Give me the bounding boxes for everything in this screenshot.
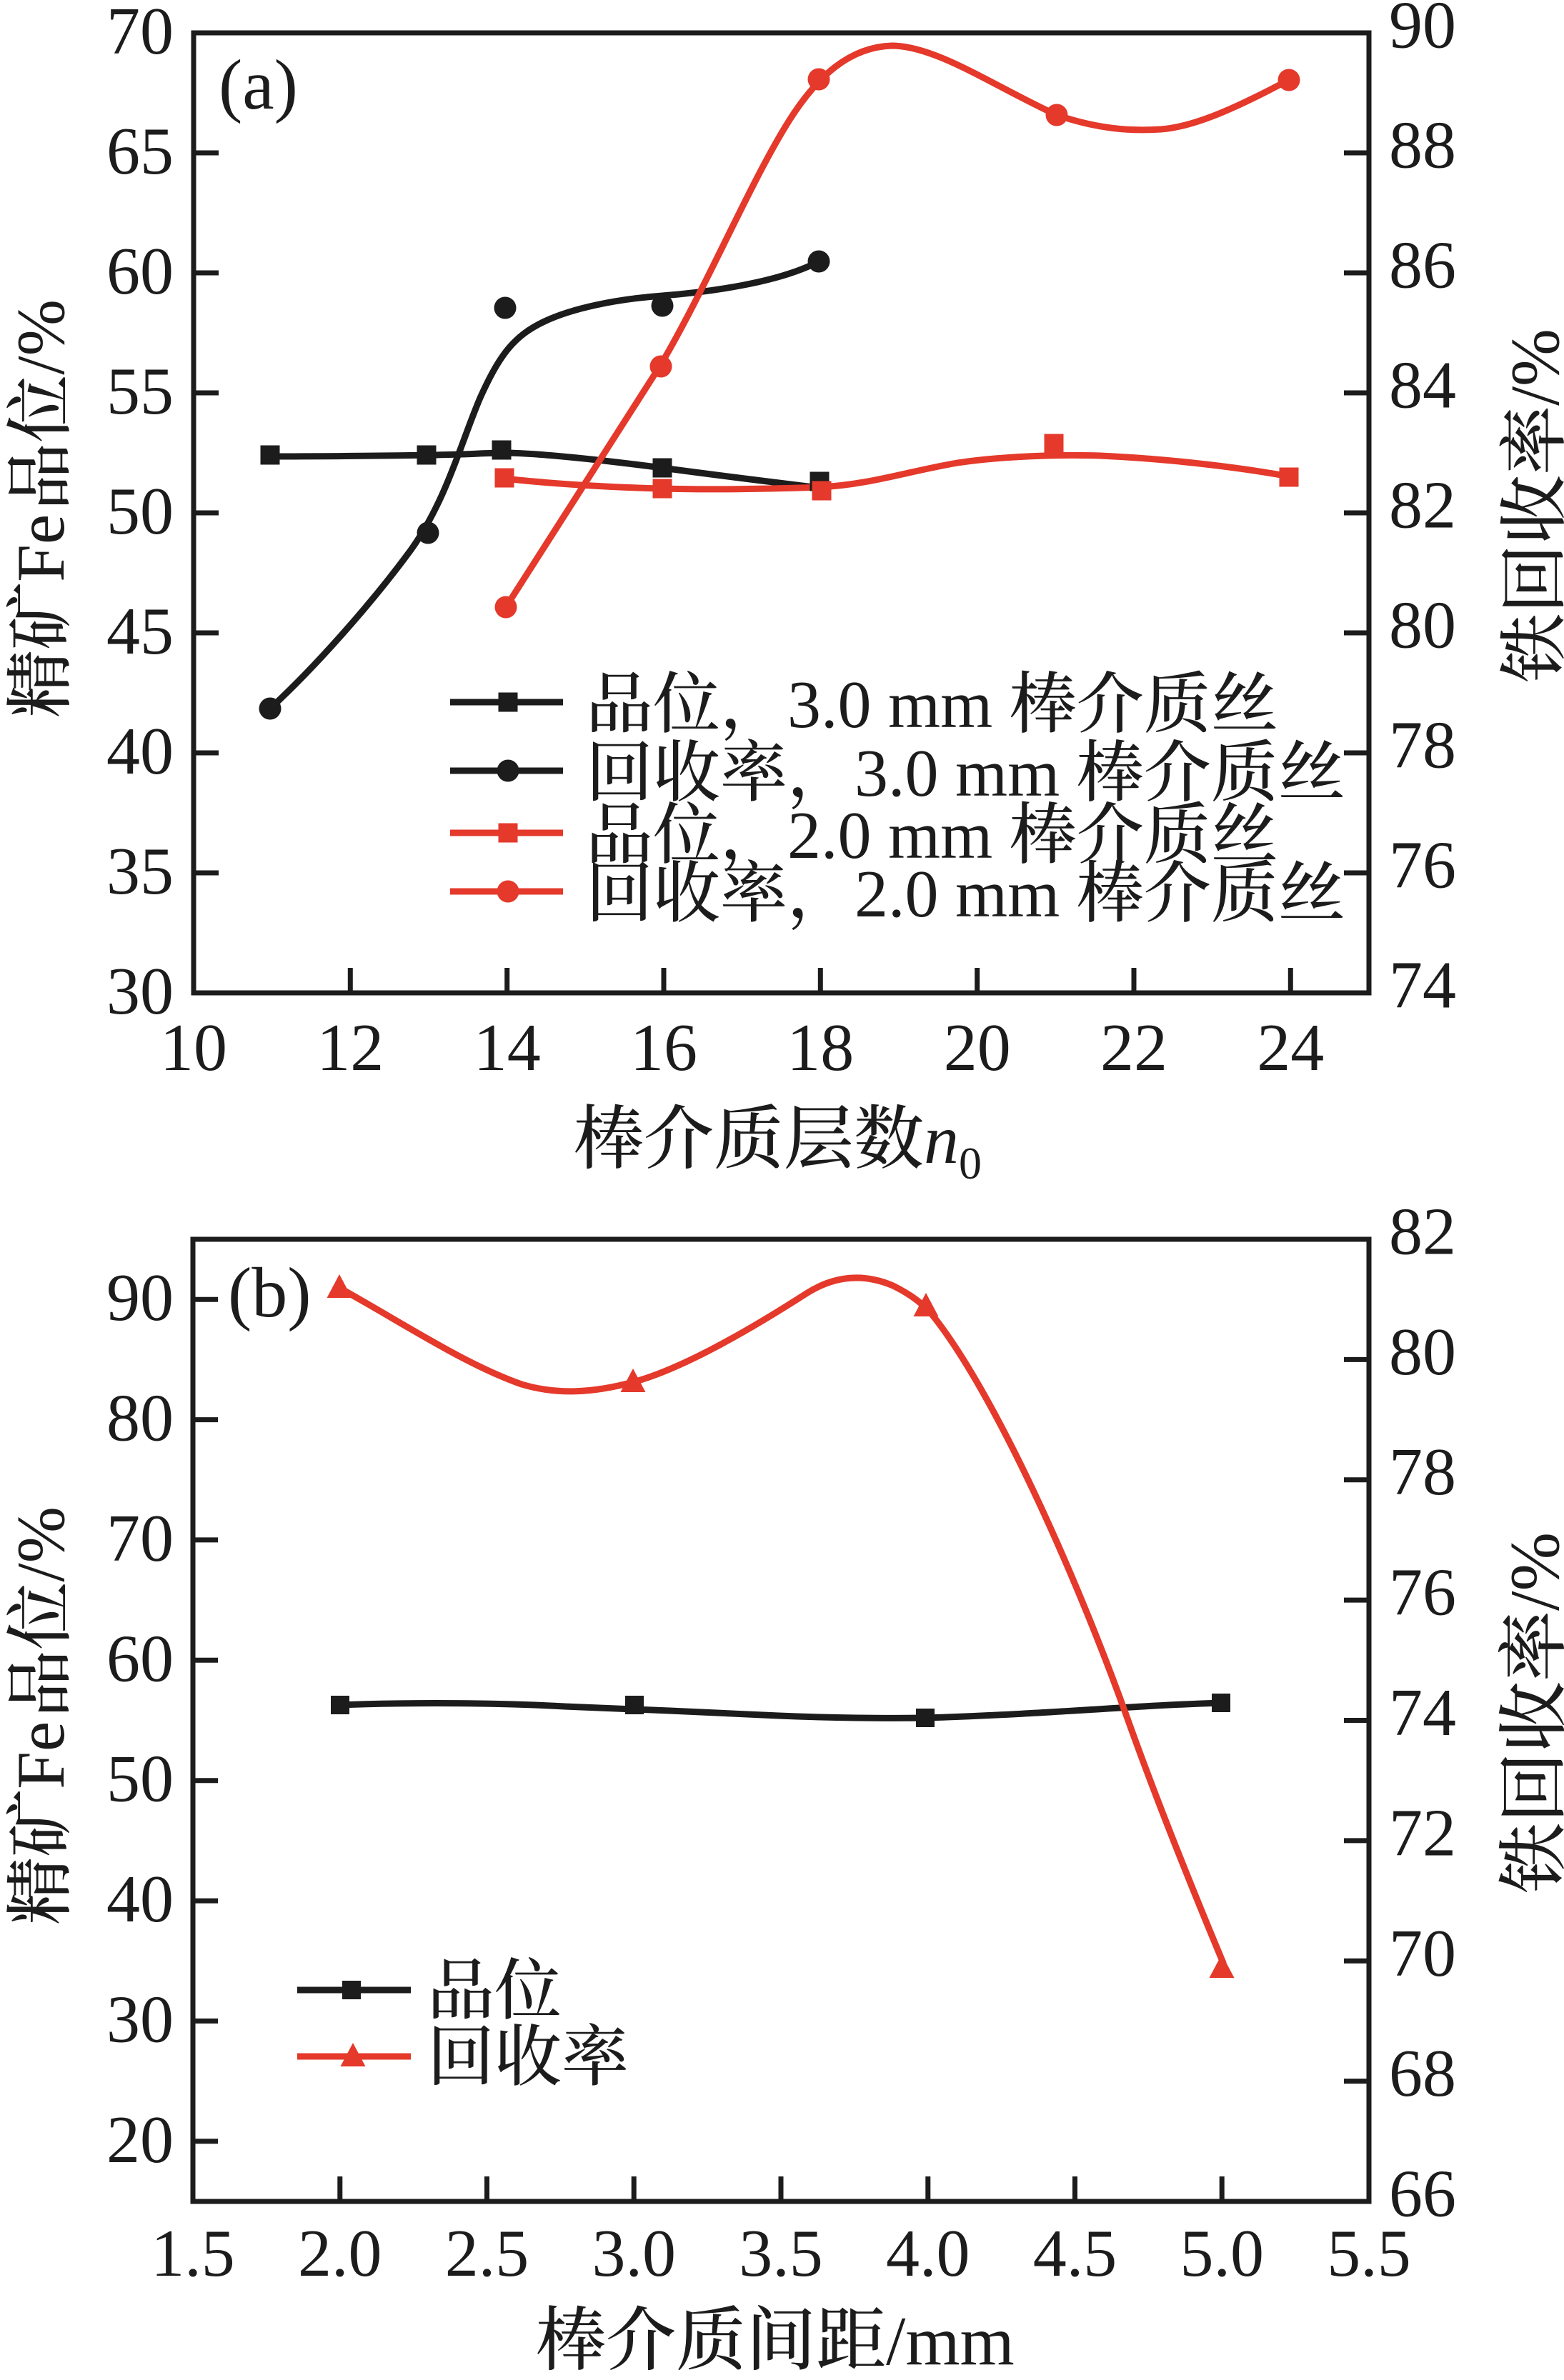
svg-text:76: 76 [1389, 829, 1456, 903]
svg-text:(b): (b) [228, 1253, 312, 1332]
svg-text:2.5: 2.5 [445, 2216, 529, 2291]
svg-text:84: 84 [1389, 349, 1456, 423]
svg-text:70: 70 [1389, 1916, 1456, 1991]
svg-text:60: 60 [106, 1621, 174, 1696]
svg-text:30: 30 [106, 1982, 174, 2056]
svg-text:/%: /% [1497, 329, 1564, 406]
svg-text:70: 70 [106, 1501, 174, 1576]
svg-text:82: 82 [1389, 1195, 1456, 1269]
svg-text:n: n [924, 1101, 959, 1179]
svg-text:74: 74 [1389, 1676, 1456, 1750]
svg-text:90: 90 [1389, 0, 1456, 63]
svg-text:78: 78 [1389, 709, 1456, 783]
svg-text:82: 82 [1389, 469, 1456, 543]
svg-text:20: 20 [944, 1011, 1011, 1085]
svg-text:60: 60 [106, 234, 174, 309]
svg-text:/%: /% [1496, 1532, 1564, 1611]
svg-text:40: 40 [106, 714, 174, 789]
svg-text:Fe: Fe [3, 1721, 79, 1789]
svg-text:80: 80 [1389, 1315, 1456, 1389]
svg-text:0: 0 [959, 1138, 982, 1189]
svg-text:18: 18 [787, 1011, 854, 1085]
svg-text:72: 72 [1389, 1796, 1456, 1870]
svg-text:12: 12 [317, 1011, 384, 1085]
svg-text:74: 74 [1389, 949, 1456, 1023]
svg-text:4.5: 4.5 [1033, 2216, 1117, 2291]
svg-text:90: 90 [106, 1261, 174, 1335]
svg-text:/mm: /mm [886, 2303, 1015, 2380]
svg-text:/%: /% [3, 1506, 79, 1582]
svg-text:45: 45 [106, 594, 174, 669]
svg-text:50: 50 [106, 474, 174, 549]
svg-text:14: 14 [474, 1011, 541, 1085]
svg-text:3.0 mm: 3.0 mm [787, 668, 992, 742]
svg-text:3.0: 3.0 [592, 2216, 677, 2291]
svg-text:Fe: Fe [3, 514, 79, 582]
svg-text:3.5: 3.5 [739, 2216, 823, 2291]
svg-text:3.0 mm: 3.0 mm [855, 736, 1060, 811]
svg-text:68: 68 [1389, 2036, 1456, 2111]
svg-text:55: 55 [106, 354, 174, 429]
svg-text:40: 40 [106, 1862, 174, 1936]
svg-text:/%: /% [3, 299, 79, 375]
svg-text:86: 86 [1389, 229, 1456, 303]
svg-text:80: 80 [1389, 589, 1456, 663]
svg-text:35: 35 [106, 834, 174, 909]
svg-text:2.0 mm: 2.0 mm [787, 799, 992, 873]
svg-text:50: 50 [106, 1742, 174, 1816]
svg-text:66: 66 [1389, 2157, 1456, 2231]
svg-text:80: 80 [106, 1381, 174, 1456]
svg-text:2.0 mm: 2.0 mm [855, 857, 1060, 931]
svg-text:22: 22 [1100, 1011, 1167, 1085]
svg-text:(a): (a) [219, 45, 298, 124]
svg-text:24: 24 [1257, 1011, 1324, 1085]
svg-text:16: 16 [630, 1011, 697, 1085]
svg-text:5.0: 5.0 [1180, 2216, 1265, 2291]
svg-text:70: 70 [106, 0, 174, 69]
svg-text:65: 65 [106, 114, 174, 189]
svg-text:78: 78 [1389, 1435, 1456, 1509]
svg-text:20: 20 [106, 2103, 174, 2177]
svg-text:76: 76 [1389, 1556, 1456, 1630]
svg-text:1.5: 1.5 [151, 2216, 235, 2291]
svg-text:88: 88 [1389, 109, 1456, 183]
svg-text:2.0: 2.0 [298, 2216, 382, 2291]
svg-text:5.5: 5.5 [1327, 2216, 1411, 2291]
svg-text:30: 30 [106, 954, 174, 1029]
svg-text:4.0: 4.0 [886, 2216, 970, 2291]
svg-text:10: 10 [160, 1011, 227, 1085]
